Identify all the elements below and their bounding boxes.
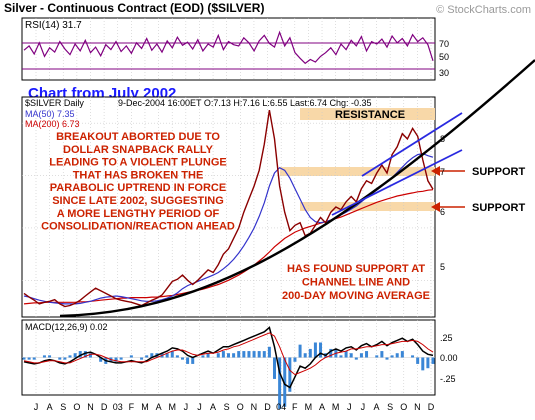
- x-tick-label: A: [374, 402, 380, 412]
- macd-tick-pos: .25: [440, 333, 453, 343]
- x-tick-label: J: [34, 402, 39, 412]
- x-tick-label: O: [400, 402, 407, 412]
- resistance-band: [300, 108, 435, 120]
- annotation-line: BREAKOUT ABORTED DUE TO: [56, 131, 220, 143]
- support-arrowhead-upper: [431, 166, 440, 176]
- price-quote: 9-Dec-2004 16:00ET O:7.13 H:7.16 L:6.55 …: [118, 98, 372, 108]
- annotation-line: SINCE LATE 2002, SUGGESTING: [52, 195, 224, 207]
- x-tick-label: A: [156, 402, 162, 412]
- macd-tick-zero: 0.00: [440, 353, 458, 363]
- annotation-line: CHANNEL LINE AND: [302, 277, 410, 289]
- x-tick-label: J: [197, 402, 202, 412]
- x-tick-label: S: [387, 402, 393, 412]
- price-tick-6: 6: [440, 207, 445, 217]
- copyright-text: © StockCharts.com: [436, 4, 531, 16]
- x-tick-label: J: [184, 402, 189, 412]
- x-tick-label: D: [264, 402, 271, 412]
- x-tick-label: M: [168, 402, 176, 412]
- annotation-line: 200-DAY MOVING AVERAGE: [282, 290, 430, 302]
- rsi-grid: [35, 18, 432, 80]
- rsi-label: RSI(14) 31.7: [25, 20, 82, 31]
- annotation-line: DOLLAR SNAPBACK RALLY: [63, 144, 214, 156]
- price-grid: [22, 97, 435, 317]
- x-tick-label: 03: [113, 402, 123, 412]
- annotation-line: THAT HAS BROKEN THE: [73, 169, 204, 181]
- rsi-panel: [21, 17, 436, 81]
- price-series-line: [23, 109, 434, 308]
- x-axis: J A S O N D 03 F M A M J J A S O N D 04 F M A M J J A S O N D: [34, 402, 435, 412]
- chart-title: Silver - Continuous Contract (EOD) ($SIL…: [4, 1, 264, 15]
- annotation-line: HAS FOUND SUPPORT AT: [287, 263, 425, 275]
- macd-grid: [22, 320, 435, 395]
- x-tick-label: M: [332, 402, 340, 412]
- price-tick-8: 8: [440, 134, 445, 144]
- price-tick-7: 7: [440, 167, 445, 177]
- support-arrowhead-lower: [431, 202, 440, 212]
- annotation-line: PARABOLIC UPTREND IN FORCE: [50, 182, 226, 194]
- x-tick-label: F: [129, 402, 135, 412]
- x-tick-label: M: [305, 402, 313, 412]
- x-tick-label: N: [414, 402, 421, 412]
- x-tick-label: N: [251, 402, 258, 412]
- x-tick-label: F: [292, 402, 298, 412]
- annotation-line: A MORE LENGTHY PERIOD OF: [57, 208, 220, 220]
- x-tick-label: J: [361, 402, 366, 412]
- x-tick-label: N: [87, 402, 94, 412]
- rsi-tick-70: 70: [439, 39, 449, 49]
- support-band-upper: [280, 167, 435, 176]
- x-tick-label: 04: [276, 402, 286, 412]
- macd-series-line: [23, 326, 434, 389]
- ma200-label: MA(200) 6.73: [25, 119, 80, 129]
- rsi-tick-50: 50: [439, 52, 449, 62]
- x-tick-label: D: [101, 402, 108, 412]
- price-tick-5: 5: [440, 262, 445, 272]
- x-tick-label: D: [428, 402, 435, 412]
- x-tick-label: S: [60, 402, 66, 412]
- parabolic-trendline: [59, 59, 535, 318]
- x-tick-label: A: [210, 402, 216, 412]
- ma50-label: MA(50) 7.35: [25, 109, 75, 119]
- x-tick-label: A: [319, 402, 325, 412]
- x-tick-label: J: [347, 402, 352, 412]
- support-label-lower: SUPPORT: [472, 202, 525, 214]
- x-tick-label: O: [237, 402, 244, 412]
- macd-label: MACD(12,26,9) 0.02: [25, 322, 108, 332]
- support-label-upper: SUPPORT: [472, 166, 525, 178]
- rsi-series-line: [23, 30, 434, 65]
- macd-signal-line: [23, 332, 434, 376]
- annotation-line: CONSOLIDATION/REACTION AHEAD: [41, 221, 235, 233]
- rsi-tick-30: 30: [439, 68, 449, 78]
- x-tick-label: O: [73, 402, 80, 412]
- annotation-line: LEADING TO A VIOLENT PLUNGE: [49, 157, 226, 169]
- macd-tick-neg: -.25: [440, 374, 456, 384]
- x-tick-label: S: [224, 402, 230, 412]
- price-symbol-label: $SILVER Daily: [25, 98, 84, 108]
- channel-lower-line: [331, 149, 463, 216]
- x-tick-label: M: [141, 402, 149, 412]
- x-tick-label: A: [47, 402, 53, 412]
- support-comment: HAS FOUND SUPPORT AT CHANNEL LINE AND200-…: [282, 263, 430, 302]
- channel-upper-line: [361, 112, 463, 177]
- resistance-label: RESISTANCE: [335, 109, 405, 121]
